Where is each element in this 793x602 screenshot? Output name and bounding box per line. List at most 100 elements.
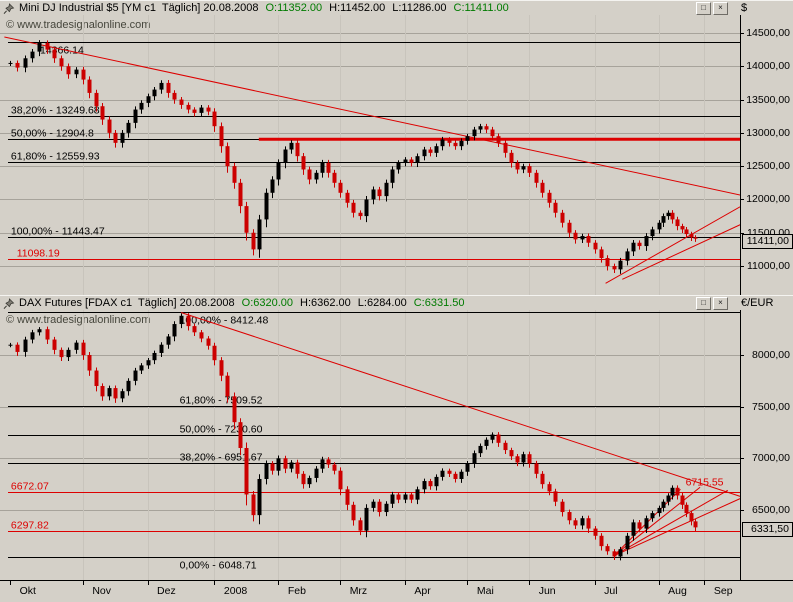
- level-label: 6672.07: [11, 481, 49, 493]
- candle-body: [490, 129, 495, 137]
- dow-chart-plot[interactable]: © www.tradesignalonline.com 14366.14 38,2…: [0, 15, 740, 295]
- candle-body: [459, 471, 464, 479]
- candle-body: [428, 149, 433, 153]
- price-tick-label: 13500,00: [746, 93, 790, 106]
- candle-body: [580, 518, 585, 526]
- restore-window-button[interactable]: □: [696, 297, 711, 310]
- trend-line[interactable]: [605, 206, 740, 284]
- price-tick-mark: [741, 266, 744, 267]
- candle-body: [478, 445, 483, 454]
- candle-body: [351, 202, 356, 213]
- candle-body: [515, 162, 520, 170]
- trend-line[interactable]: [622, 224, 740, 280]
- candle-body: [81, 342, 86, 356]
- candle-body: [159, 344, 164, 353]
- candle-body: [409, 159, 414, 163]
- candle-body: [314, 468, 319, 478]
- candle-body: [364, 507, 369, 531]
- candle-body: [540, 473, 545, 485]
- candle-body: [553, 202, 558, 213]
- candle-body: [126, 380, 131, 392]
- time-axis-tick: [529, 581, 530, 585]
- time-axis-tick: [467, 581, 468, 585]
- candle-body: [206, 107, 211, 112]
- candle-body: [618, 260, 623, 270]
- candle-body: [126, 122, 131, 133]
- candle-body: [244, 206, 249, 233]
- time-axis-tick: [704, 581, 705, 585]
- candle-body: [8, 344, 13, 346]
- candle-body: [314, 172, 319, 180]
- candle-body: [599, 535, 604, 547]
- candle-body: [232, 396, 237, 423]
- candle-body: [358, 212, 363, 217]
- trend-line[interactable]: [180, 312, 740, 497]
- candle-body: [320, 162, 325, 173]
- dax-chart-plot[interactable]: © www.tradesignalonline.com 100,00% - 84…: [0, 310, 740, 580]
- candle-body: [447, 139, 452, 143]
- restore-window-button[interactable]: □: [696, 2, 711, 15]
- close-window-button[interactable]: ×: [713, 297, 728, 310]
- time-axis[interactable]: Okt Nov Dez 2008 Feb Mrz Apr Mai Jun Jul Aug Sep: [0, 580, 793, 602]
- dax-candlestick-chart[interactable]: 100,00% - 8412.48 61,80% - 7509.52 50,00% …: [0, 310, 740, 580]
- trend-line[interactable]: [4, 36, 740, 196]
- candle-body: [644, 518, 649, 529]
- candle-body: [680, 495, 685, 505]
- price-tick-label: 7000,00: [752, 452, 790, 465]
- candle-body: [409, 494, 414, 500]
- candle-body: [133, 370, 138, 381]
- trend-line[interactable]: [613, 498, 740, 557]
- candle-body: [465, 136, 470, 141]
- candle-body: [45, 42, 50, 50]
- candle-body: [301, 156, 306, 170]
- watermark-text: © www.tradesignalonline.com: [6, 19, 151, 31]
- month-label: Jun: [538, 585, 556, 597]
- candle-body: [338, 470, 343, 490]
- candle-body: [371, 501, 376, 508]
- pin-icon[interactable]: [3, 2, 16, 15]
- candle-body: [94, 370, 99, 387]
- candle-body: [521, 454, 526, 463]
- dow-low-value: L:11286.00: [392, 2, 447, 14]
- candle-body: [15, 344, 20, 352]
- dow-chart-panel: Mini DJ Industrial $5 [YM c1 Täglich] 20…: [0, 0, 793, 295]
- month-label: Mrz: [349, 585, 368, 597]
- candle-body: [358, 520, 363, 531]
- candle-body: [637, 242, 642, 247]
- price-tick-mark: [741, 355, 744, 356]
- candle-body: [87, 79, 92, 93]
- candle-body: [605, 546, 610, 552]
- price-tick-mark: [741, 233, 744, 234]
- candle-body: [675, 219, 680, 227]
- candle-body: [599, 249, 604, 259]
- trend-line[interactable]: [613, 489, 728, 557]
- pin-icon[interactable]: [3, 297, 16, 310]
- candle-body: [547, 484, 552, 492]
- dow-candlestick-chart[interactable]: 14366.14 38,20% - 13249.68 50,00% - 12904.…: [0, 15, 740, 295]
- candle-body: [283, 149, 288, 163]
- candle-body: [133, 109, 138, 123]
- price-tick-label: 14000,00: [746, 60, 790, 73]
- close-window-button[interactable]: ×: [713, 2, 728, 15]
- candle-body: [100, 386, 105, 397]
- candle-body: [396, 162, 401, 170]
- candle-body: [8, 62, 13, 64]
- candle-body: [94, 92, 99, 107]
- dow-price-axis[interactable]: 11411,00 14500,00 14000,00 13500,00 13000,0…: [740, 15, 793, 295]
- dax-price-axis[interactable]: 6331,50 8000,00 7500,00 7000,00 6500,00: [740, 310, 793, 580]
- candle-body: [186, 315, 191, 327]
- candle-body: [225, 146, 230, 167]
- candle-body: [586, 518, 591, 529]
- candle-body: [428, 481, 433, 487]
- level-label: 61,80% - 7509.52: [180, 395, 263, 407]
- candle-body: [560, 501, 565, 513]
- candle-body: [30, 332, 35, 340]
- price-tick-mark: [741, 510, 744, 511]
- candle-body: [172, 324, 177, 337]
- candle-body: [666, 212, 671, 217]
- level-label: 38,20% - 6951.67: [180, 452, 263, 464]
- dow-panel-title: Mini DJ Industrial $5 [YM c1 Täglich] 20…: [19, 2, 259, 14]
- candle-body: [15, 62, 20, 68]
- dax-high-value: H:6362.00: [300, 297, 351, 309]
- candle-body: [573, 232, 578, 240]
